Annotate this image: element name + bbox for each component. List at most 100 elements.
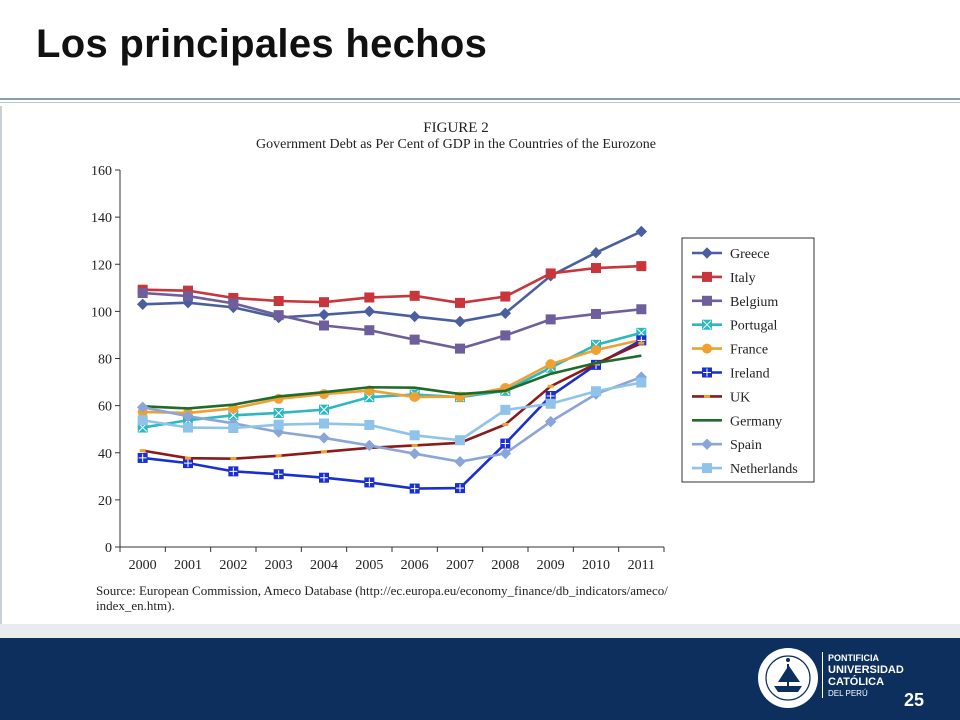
point-netherlands-marker xyxy=(591,386,601,397)
point-uk-marker xyxy=(185,456,191,460)
x-tick-label: 2006 xyxy=(401,558,429,573)
point-italy-marker xyxy=(591,263,601,274)
point-netherlands-marker xyxy=(319,418,329,429)
point-belgium-marker xyxy=(636,304,647,315)
point-ireland-marker-detail xyxy=(410,484,419,493)
x-tick-label: 2005 xyxy=(355,558,383,573)
point-ireland-marker-detail xyxy=(184,459,192,468)
series-italy xyxy=(137,261,647,308)
point-belgium-marker xyxy=(183,291,193,302)
series-netherlands xyxy=(137,377,647,446)
point-ireland-marker-detail xyxy=(546,391,555,400)
point-portugal-marker-detail xyxy=(274,408,284,418)
x-tick-label: 2002 xyxy=(219,558,247,573)
legend-item-spain: Spain xyxy=(692,438,762,453)
point-spain-marker xyxy=(182,410,194,422)
point-spain-marker xyxy=(318,432,330,444)
point-uk-marker xyxy=(321,450,327,454)
point-ireland-marker-detail xyxy=(501,439,510,448)
legend-item-italy: Italy xyxy=(692,271,756,286)
legend-label-greece: Greece xyxy=(730,247,770,262)
legend-label-germany: Germany xyxy=(730,414,782,429)
series-line-portugal xyxy=(142,331,642,429)
legend-italy-marker xyxy=(702,271,712,282)
logo-line-3: CATÓLICA xyxy=(828,676,885,688)
y-tick-label: 20 xyxy=(98,494,112,509)
point-greece-marker xyxy=(590,246,602,259)
x-tick-label: 2010 xyxy=(582,558,610,573)
figure-label: FIGURE 2 xyxy=(423,120,488,136)
legend-ireland-marker-detail xyxy=(703,368,711,377)
series-line-germany xyxy=(142,354,642,410)
legend-item-uk: UK xyxy=(692,390,750,405)
point-ireland-marker-detail xyxy=(229,467,238,476)
y-tick-label: 120 xyxy=(91,258,112,273)
legend-portugal-marker-detail xyxy=(702,320,712,330)
point-ireland-marker-detail xyxy=(320,473,328,482)
series-layer xyxy=(136,225,648,494)
point-greece-marker xyxy=(408,310,421,323)
x-axis-ticks: 2000 2001 2002 2003 2004 2005 2006 2007 2008 2009… xyxy=(119,547,665,573)
legend-item-portugal: Portugal xyxy=(692,319,778,334)
x-tick-label: 2007 xyxy=(446,558,474,573)
point-netherlands-marker xyxy=(273,419,284,430)
point-italy-marker xyxy=(500,291,511,302)
point-netherlands-marker xyxy=(500,404,511,415)
legend-label-portugal: Portugal xyxy=(730,319,778,334)
logo-line-1: PONTIFICIA xyxy=(828,653,879,663)
series-line-spain xyxy=(142,375,642,464)
point-spain-marker xyxy=(544,415,557,428)
slide-title: Los principales hechos xyxy=(36,22,488,66)
page-number: 25 xyxy=(904,690,925,710)
point-ireland-marker-detail xyxy=(456,484,464,493)
point-netherlands-marker xyxy=(545,398,556,409)
point-uk-marker xyxy=(139,449,146,453)
legend-spain-marker xyxy=(701,438,713,450)
point-italy-marker xyxy=(636,261,647,272)
series-line-netherlands xyxy=(142,381,642,442)
legend-item-greece: Greece xyxy=(692,247,770,262)
title-divider xyxy=(0,98,960,106)
point-belgium-marker xyxy=(500,330,511,341)
legend-label-spain: Spain xyxy=(730,438,762,453)
legend-item-ireland: Ireland xyxy=(692,367,770,382)
point-italy-marker xyxy=(273,296,284,307)
legend-netherlands-marker xyxy=(702,463,712,474)
point-belgium-marker xyxy=(591,308,601,319)
y-axis-ticks: 0 20 40 60 80 100 120 140 160 xyxy=(91,164,120,556)
series-line-france xyxy=(142,338,642,415)
legend-label-ireland: Ireland xyxy=(730,367,770,382)
point-ireland-marker-detail xyxy=(274,470,283,479)
point-spain-marker xyxy=(136,401,149,413)
legend-belgium-marker xyxy=(702,295,712,306)
legend-item-belgium: Belgium xyxy=(692,295,778,310)
x-tick-label: 2000 xyxy=(129,558,157,573)
legend-label-italy: Italy xyxy=(730,271,756,286)
point-greece-marker xyxy=(136,298,149,311)
series-line-ireland xyxy=(142,339,642,490)
point-uk-marker xyxy=(411,443,418,447)
legend-label-uk: UK xyxy=(730,390,750,405)
legend: Greece Italy Belgium Portugal France Ireland U… xyxy=(681,237,815,483)
logo-line-4: DEL PERÚ xyxy=(828,689,868,698)
y-tick-label: 100 xyxy=(91,305,112,320)
series-greece xyxy=(136,225,648,328)
point-spain-marker xyxy=(363,439,376,452)
y-tick-label: 60 xyxy=(98,400,112,415)
point-france-marker xyxy=(545,359,556,370)
logo-line-2: UNIVERSIDAD xyxy=(828,664,904,676)
point-spain-marker xyxy=(454,455,466,468)
point-greece-marker xyxy=(635,225,648,238)
series-line-italy xyxy=(142,264,642,305)
point-belgium-marker xyxy=(137,287,148,298)
x-tick-label: 2001 xyxy=(174,558,202,573)
legend-label-belgium: Belgium xyxy=(730,295,778,310)
point-spain-marker xyxy=(499,447,512,460)
legend-greece-marker xyxy=(701,247,713,259)
legend-label-france: France xyxy=(730,343,768,358)
point-belgium-marker xyxy=(273,310,284,321)
y-tick-label: 40 xyxy=(98,447,112,462)
point-belgium-marker xyxy=(409,334,420,345)
legend-uk-marker xyxy=(704,394,710,398)
point-belgium-marker xyxy=(364,325,375,336)
